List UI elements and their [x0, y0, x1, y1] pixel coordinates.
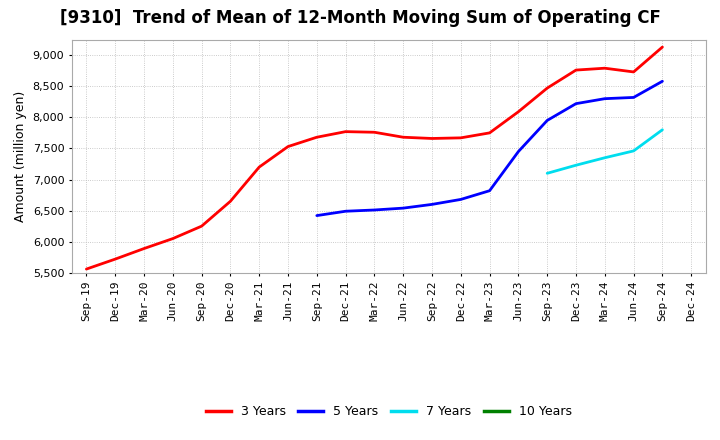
5 Years	[629, 95, 638, 100]
5 Years	[312, 213, 321, 218]
5 Years	[572, 101, 580, 106]
5 Years	[600, 96, 609, 101]
7 Years	[600, 155, 609, 161]
3 Years	[658, 44, 667, 50]
Line: 3 Years: 3 Years	[86, 47, 662, 269]
3 Years	[312, 135, 321, 140]
3 Years	[572, 67, 580, 73]
5 Years	[658, 79, 667, 84]
3 Years	[514, 109, 523, 114]
5 Years	[514, 149, 523, 154]
5 Years	[341, 209, 350, 214]
3 Years	[600, 66, 609, 71]
5 Years	[428, 202, 436, 207]
Line: 7 Years: 7 Years	[547, 130, 662, 173]
3 Years	[485, 130, 494, 136]
Y-axis label: Amount (million yen): Amount (million yen)	[14, 91, 27, 222]
3 Years	[399, 135, 408, 140]
3 Years	[140, 246, 148, 251]
3 Years	[341, 129, 350, 134]
5 Years	[485, 188, 494, 193]
3 Years	[111, 257, 120, 262]
3 Years	[370, 130, 379, 135]
3 Years	[284, 144, 292, 149]
3 Years	[82, 267, 91, 272]
3 Years	[168, 236, 177, 241]
7 Years	[658, 127, 667, 132]
3 Years	[255, 165, 264, 170]
7 Years	[572, 162, 580, 168]
5 Years	[370, 207, 379, 213]
3 Years	[428, 136, 436, 141]
Text: [9310]  Trend of Mean of 12-Month Moving Sum of Operating CF: [9310] Trend of Mean of 12-Month Moving …	[60, 9, 660, 27]
3 Years	[456, 135, 465, 140]
Line: 5 Years: 5 Years	[317, 81, 662, 216]
7 Years	[543, 171, 552, 176]
3 Years	[629, 69, 638, 74]
7 Years	[629, 148, 638, 154]
Legend: 3 Years, 5 Years, 7 Years, 10 Years: 3 Years, 5 Years, 7 Years, 10 Years	[201, 400, 577, 423]
5 Years	[399, 205, 408, 211]
3 Years	[226, 198, 235, 204]
3 Years	[543, 85, 552, 91]
5 Years	[456, 197, 465, 202]
3 Years	[197, 224, 206, 229]
5 Years	[543, 118, 552, 123]
